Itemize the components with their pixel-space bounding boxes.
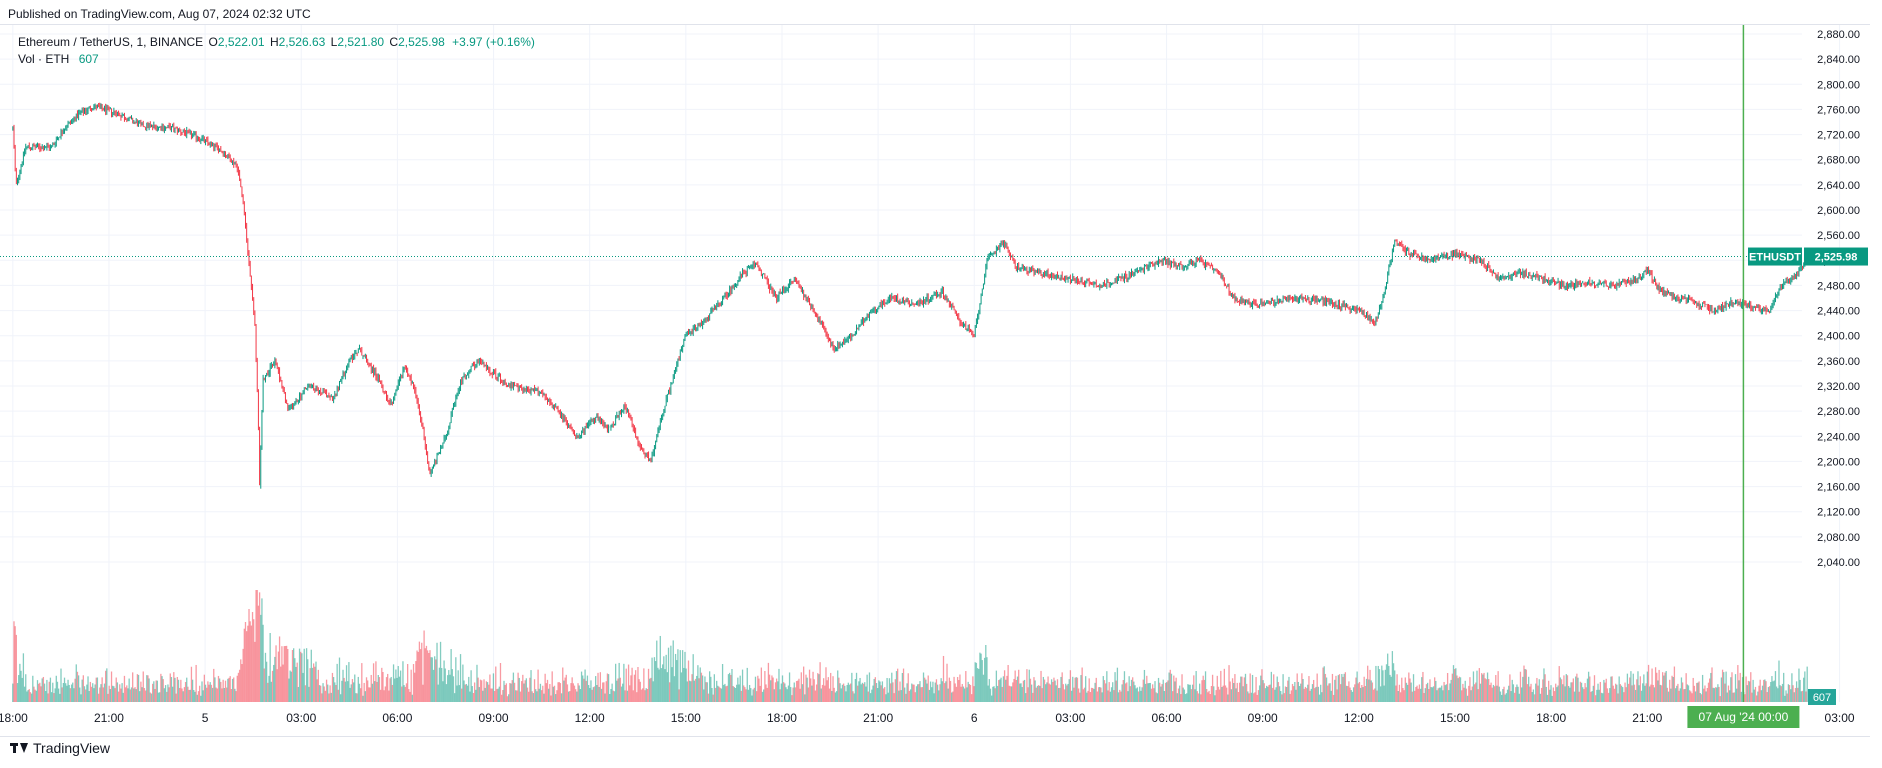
time-tick-label: 21:00 — [94, 711, 124, 725]
chart-legend: Ethereum / TetherUS, 1, BINANCE O2,522.0… — [18, 34, 535, 68]
time-tick-label: 15:00 — [671, 711, 701, 725]
price-tick-label: 2,680.00 — [1817, 155, 1860, 167]
symbol-tag — [1748, 247, 1802, 266]
time-tick-label: 03:00 — [1055, 711, 1085, 725]
time-tick-label: 12:00 — [575, 711, 605, 725]
price-tick-label: 2,840.00 — [1817, 54, 1860, 66]
time-tick-label: 03:00 — [1825, 711, 1855, 725]
price-tick-label: 2,240.00 — [1817, 431, 1860, 443]
price-tick-label: 2,040.00 — [1817, 557, 1860, 569]
price-tick-label: 2,160.00 — [1817, 482, 1860, 494]
volume-tag-label: 607 — [1813, 692, 1831, 704]
price-tick-label: 2,400.00 — [1817, 331, 1860, 343]
time-tick-label: 18:00 — [1536, 711, 1566, 725]
symbol-label[interactable]: Ethereum / TetherUS, 1, BINANCE — [18, 35, 204, 49]
open-value: 2,522.01 — [217, 35, 265, 49]
change-value: +3.97 (+0.16%) — [452, 35, 535, 49]
price-tick-label: 2,480.00 — [1817, 280, 1860, 292]
time-tick-label: 06:00 — [1152, 711, 1182, 725]
axis-tags: ETHUSDT 2,525.98 607 07 Aug '24 00:00 — [1687, 247, 1868, 728]
price-tick-label: 2,360.00 — [1817, 356, 1860, 368]
close-key: C — [389, 35, 399, 49]
price-tick-label: 2,080.00 — [1817, 532, 1860, 544]
volume-tag — [1808, 689, 1836, 705]
price-tick-label: 2,720.00 — [1817, 130, 1860, 142]
price-tick-label: 2,560.00 — [1817, 230, 1860, 242]
price-tick-label: 2,880.00 — [1817, 29, 1860, 41]
symbol-tag-label: ETHUSDT — [1749, 252, 1801, 264]
volume-label[interactable]: Vol · ETH — [18, 52, 70, 66]
time-tick-label: 09:00 — [479, 711, 509, 725]
price-axis: 2,880.00 2,840.00 2,800.00 2,760.00 2,720.00… — [1817, 29, 1860, 569]
time-tick-label: 5 — [202, 711, 209, 725]
price-tick-label: 2,800.00 — [1817, 79, 1860, 91]
last-price-tag-label: 2,525.98 — [1815, 252, 1858, 264]
price-tick-label: 2,280.00 — [1817, 406, 1860, 418]
price-tick-label: 2,200.00 — [1817, 456, 1860, 468]
footer-brand: TradingView — [10, 740, 110, 756]
crosshair-time-tag — [1687, 706, 1800, 728]
price-tick-label: 2,440.00 — [1817, 306, 1860, 318]
brand-name: TradingView — [33, 740, 111, 756]
chart-frame — [0, 24, 1870, 737]
crosshair-time-label: 07 Aug '24 00:00 — [1699, 710, 1789, 724]
time-tick-label: 21:00 — [1632, 711, 1662, 725]
time-tick-label: 03:00 — [286, 711, 316, 725]
time-tick-label: 21:00 — [863, 711, 893, 725]
tradingview-logo-icon — [10, 742, 28, 754]
low-value: 2,521.80 — [337, 35, 385, 49]
last-price-tag — [1804, 247, 1868, 266]
candles — [12, 102, 1808, 489]
time-tick-label: 06:00 — [382, 711, 412, 725]
price-tick-label: 2,320.00 — [1817, 381, 1860, 393]
price-tick-label: 2,600.00 — [1817, 205, 1860, 217]
price-tick-label: 2,760.00 — [1817, 104, 1860, 116]
time-tick-label: 12:00 — [1344, 711, 1374, 725]
chart-grid — [0, 25, 1841, 702]
time-tick-label: 6 — [971, 711, 978, 725]
volume-bars — [12, 590, 1808, 702]
time-tick-label: 18:00 — [767, 711, 797, 725]
time-axis: 18:00 21:00 5 03:00 06:00 09:00 12:00 15:00 18:0… — [0, 711, 1855, 725]
time-tick-label: 15:00 — [1440, 711, 1470, 725]
high-key: H — [269, 35, 279, 49]
close-value: 2,525.98 — [398, 35, 445, 49]
high-value: 2,526.63 — [278, 35, 326, 49]
price-tick-label: 2,120.00 — [1817, 507, 1860, 519]
time-tick-label: 18:00 — [0, 711, 28, 725]
volume-value: 607 — [78, 52, 99, 66]
open-key: O — [208, 35, 218, 49]
published-note: Published on TradingView.com, Aug 07, 20… — [8, 7, 311, 21]
time-tick-label: 09:00 — [1248, 711, 1278, 725]
price-tick-label: 2,640.00 — [1817, 180, 1860, 192]
low-key: L — [330, 35, 338, 49]
